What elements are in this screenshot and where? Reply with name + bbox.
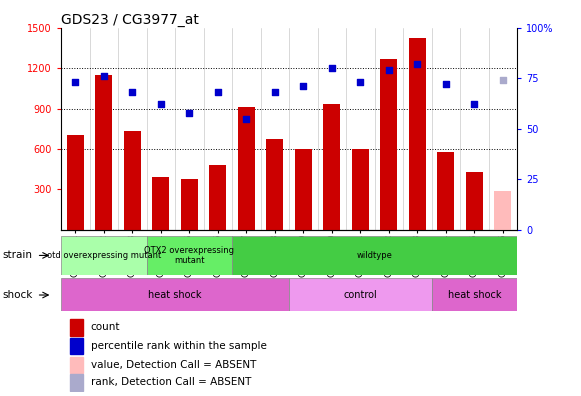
Bar <box>70 319 83 335</box>
Text: count: count <box>91 322 120 332</box>
Point <box>356 79 365 86</box>
Bar <box>124 131 141 230</box>
Point <box>128 89 137 95</box>
Bar <box>209 165 227 230</box>
Bar <box>323 105 340 230</box>
Text: shock: shock <box>3 290 33 300</box>
Text: OTX2 overexpressing
mutant: OTX2 overexpressing mutant <box>144 246 234 265</box>
Point <box>213 89 223 95</box>
Point <box>185 109 194 116</box>
Bar <box>232 236 517 275</box>
Bar <box>266 139 284 230</box>
Point <box>469 101 479 108</box>
Bar <box>466 172 483 230</box>
Bar <box>70 357 83 373</box>
Bar <box>494 190 511 230</box>
Bar <box>295 149 312 230</box>
Point <box>270 89 279 95</box>
Bar <box>380 59 397 230</box>
Bar <box>432 278 517 311</box>
Point <box>299 83 308 89</box>
Point <box>384 67 393 73</box>
Text: heat shock: heat shock <box>447 289 501 300</box>
Point <box>71 79 80 86</box>
Point <box>327 65 336 71</box>
Text: percentile rank within the sample: percentile rank within the sample <box>91 341 267 351</box>
Point <box>441 81 450 88</box>
Point <box>242 115 251 122</box>
Text: GDS23 / CG3977_at: GDS23 / CG3977_at <box>61 13 199 27</box>
Bar <box>409 38 426 230</box>
Bar <box>437 152 454 230</box>
Bar <box>289 278 432 311</box>
Bar <box>61 236 146 275</box>
Bar <box>352 149 369 230</box>
Bar <box>67 135 84 230</box>
Bar <box>181 179 198 230</box>
Bar <box>70 374 83 390</box>
Bar <box>238 107 255 230</box>
Bar <box>152 177 169 230</box>
Text: value, Detection Call = ABSENT: value, Detection Call = ABSENT <box>91 360 256 370</box>
Bar <box>146 236 232 275</box>
Text: rank, Detection Call = ABSENT: rank, Detection Call = ABSENT <box>91 377 251 387</box>
Point <box>156 101 166 108</box>
Bar <box>95 75 112 230</box>
Bar <box>70 338 83 354</box>
Point <box>498 77 507 84</box>
Text: wildtype: wildtype <box>357 251 393 260</box>
Point <box>413 61 422 67</box>
Bar <box>61 278 289 311</box>
Text: control: control <box>343 289 377 300</box>
Point <box>99 73 109 79</box>
Text: strain: strain <box>3 250 33 261</box>
Text: otd overexpressing mutant: otd overexpressing mutant <box>46 251 161 260</box>
Text: heat shock: heat shock <box>148 289 202 300</box>
